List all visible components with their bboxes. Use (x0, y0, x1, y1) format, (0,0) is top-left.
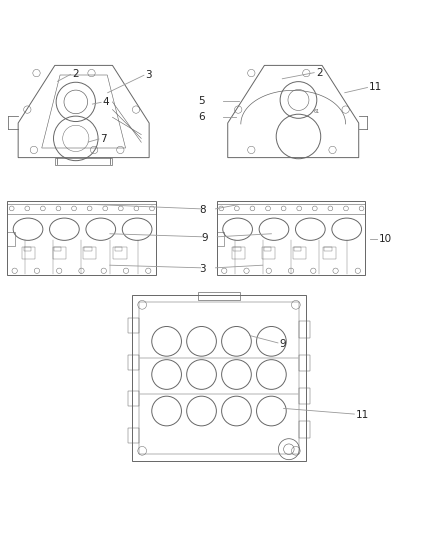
Bar (115, 247, 122, 252)
Bar (113, 247, 127, 259)
Bar (24, 247, 31, 252)
Bar (293, 247, 306, 259)
Bar (55, 158, 113, 165)
Bar (294, 247, 301, 252)
Bar (264, 247, 271, 252)
Bar (299, 388, 310, 405)
Text: 9: 9 (280, 339, 286, 349)
Bar (299, 321, 310, 338)
Text: 8: 8 (199, 205, 206, 215)
Bar (85, 247, 92, 252)
Bar (139, 302, 299, 454)
Text: 11: 11 (356, 409, 369, 419)
Bar (128, 391, 139, 406)
Text: 5: 5 (198, 96, 205, 107)
Text: 7: 7 (100, 134, 107, 144)
Bar (128, 318, 139, 333)
Bar (54, 247, 61, 252)
Text: 2: 2 (72, 69, 78, 79)
Text: 4: 4 (102, 98, 109, 107)
Bar (7, 232, 14, 246)
Text: 10: 10 (378, 233, 392, 244)
Bar (128, 427, 139, 442)
Bar (323, 247, 336, 259)
Text: 61: 61 (314, 109, 320, 114)
Bar (217, 201, 365, 275)
Text: 6: 6 (198, 112, 205, 122)
Bar (262, 247, 276, 259)
Bar (7, 204, 155, 214)
Bar (325, 247, 332, 252)
Text: 9: 9 (202, 233, 208, 243)
Bar (128, 354, 139, 369)
Bar (217, 204, 365, 214)
Text: 3: 3 (199, 264, 206, 274)
Bar (7, 201, 155, 275)
Bar (132, 295, 306, 461)
Bar (22, 247, 35, 259)
Bar (299, 354, 310, 371)
Bar (83, 247, 96, 259)
Text: 3: 3 (146, 70, 152, 80)
Bar (232, 247, 245, 259)
Bar (233, 247, 240, 252)
Bar (53, 247, 66, 259)
Bar (299, 421, 310, 438)
Bar (217, 232, 224, 246)
Text: 11: 11 (369, 83, 382, 93)
Bar (198, 292, 240, 300)
Text: 2: 2 (316, 68, 322, 78)
